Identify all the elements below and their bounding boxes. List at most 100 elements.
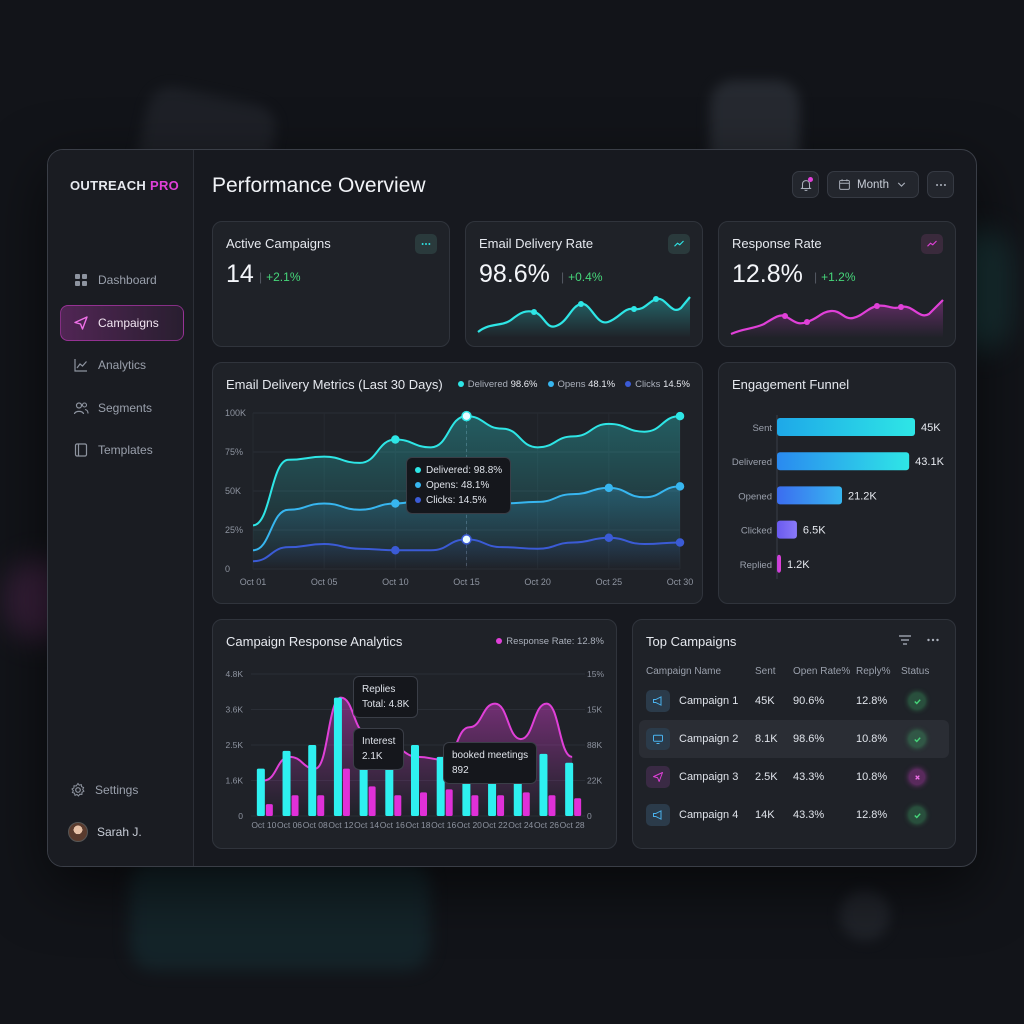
tooltip-delivered: Delivered: 98.8% bbox=[426, 465, 503, 476]
response-sparkline bbox=[730, 299, 944, 338]
kpi-card-delivery-rate: Email Delivery Rate 98.6% | +0.4% bbox=[465, 221, 703, 347]
legend-value: 48.1% bbox=[588, 379, 616, 390]
bar-replies bbox=[308, 745, 317, 816]
grid-icon bbox=[75, 274, 87, 286]
campaign-name: Campaign 4 bbox=[679, 808, 739, 821]
x-tick-label: Oct 10 bbox=[382, 577, 409, 587]
column-header[interactable]: Status bbox=[901, 665, 930, 677]
sidebar-item-analytics[interactable]: Analytics bbox=[60, 347, 184, 383]
send-icon bbox=[646, 766, 670, 788]
trend-button[interactable] bbox=[668, 234, 690, 254]
bar-replies bbox=[282, 750, 291, 816]
bar-interest bbox=[317, 795, 325, 816]
kpi-menu-button[interactable] bbox=[415, 234, 437, 254]
table-row[interactable]: Campaign 3 2.5K 43.3% 10.8% bbox=[639, 758, 949, 796]
table-row[interactable]: Campaign 4 14K 43.3% 12.8% bbox=[639, 796, 949, 834]
trend-button[interactable] bbox=[921, 234, 943, 254]
sparkline-point bbox=[782, 313, 788, 319]
funnel-label: Replied bbox=[740, 560, 772, 571]
column-header[interactable]: Campaign Name bbox=[646, 665, 722, 677]
y-tick-label: 0 bbox=[225, 564, 230, 574]
cell-open-rate: 43.3% bbox=[793, 771, 825, 783]
chart-legend: Delivered 98.6% Opens 48.1% Clicks 14.5% bbox=[457, 379, 690, 390]
table-row[interactable]: Campaign 1 45K 90.6% 12.8% bbox=[639, 682, 949, 720]
funnel-bar bbox=[777, 520, 797, 539]
kpi-card-response-rate: Response Rate 12.8% | +1.2% bbox=[718, 221, 956, 347]
chart-tooltip-replies: Replies Total: 4.8K bbox=[353, 676, 419, 718]
bar-interest bbox=[471, 795, 479, 816]
chart-title: Campaign Response Analytics bbox=[226, 634, 403, 649]
x-tick-label: Oct 01 bbox=[240, 577, 267, 587]
cell-sent: 8.1K bbox=[755, 720, 793, 758]
legend-item-opens[interactable]: Opens 48.1% bbox=[547, 379, 616, 390]
bar-interest bbox=[497, 795, 505, 816]
status-error-icon bbox=[909, 769, 925, 785]
x-tick-label: Oct 16 bbox=[431, 820, 456, 830]
more-horizontal-icon[interactable] bbox=[925, 632, 941, 648]
x-tick-label: Oct 20 bbox=[524, 577, 551, 587]
sidebar-nav: Dashboard Campaigns Analytics Segments T… bbox=[60, 262, 184, 475]
legend-item-response-rate[interactable]: Response Rate: 12.8% bbox=[496, 636, 604, 647]
legend-label: Response Rate: 12.8% bbox=[506, 636, 604, 647]
column-header[interactable]: Reply% bbox=[856, 665, 891, 677]
more-horizontal-icon bbox=[421, 243, 431, 245]
kpi-title: Email Delivery Rate bbox=[479, 236, 594, 251]
x-tick-label: Oct 08 bbox=[303, 820, 328, 830]
user-profile[interactable]: Sarah J. bbox=[68, 822, 142, 842]
cell-sent: 14K bbox=[755, 809, 775, 821]
table-row[interactable]: Campaign 2 8.1K 98.6% 10.8% bbox=[639, 720, 949, 758]
calendar-icon bbox=[839, 179, 850, 190]
y-tick-label: 50K bbox=[225, 486, 241, 496]
legend-item-clicks[interactable]: Clicks 14.5% bbox=[625, 379, 690, 390]
sidebar-item-label: Segments bbox=[98, 400, 153, 415]
app-window: OUTREACH PRO Dashboard Campaigns Analyti… bbox=[47, 149, 977, 867]
sidebar-item-segments[interactable]: Segments bbox=[60, 390, 184, 426]
kpi-delta: | +0.4% bbox=[561, 270, 603, 284]
sparkline-point bbox=[874, 303, 880, 309]
x-tick-label: Oct 14 bbox=[354, 820, 379, 830]
bar-replies bbox=[411, 745, 419, 816]
legend-label: Clicks bbox=[635, 379, 661, 390]
bar-replies bbox=[256, 768, 265, 816]
sparkline-point bbox=[631, 306, 637, 312]
period-select[interactable]: Month bbox=[827, 171, 919, 198]
sparkline-point bbox=[653, 296, 659, 302]
send-icon bbox=[74, 315, 88, 330]
data-point bbox=[391, 499, 400, 508]
y-tick-label: 3.6K bbox=[226, 705, 244, 715]
sidebar-item-dashboard[interactable]: Dashboard bbox=[60, 262, 184, 298]
legend-dot bbox=[457, 381, 464, 388]
tooltip-title: Replies bbox=[362, 684, 396, 695]
notification-dot bbox=[808, 177, 814, 182]
brand-name: OUTREACH bbox=[70, 178, 147, 193]
legend-label: Opens bbox=[557, 379, 586, 390]
kpi-delta: | +2.1% bbox=[259, 270, 301, 284]
brand-logo[interactable]: OUTREACH PRO bbox=[70, 178, 179, 193]
sparkline-point bbox=[578, 301, 584, 307]
tooltip-title: booked meetings bbox=[452, 750, 529, 761]
sidebar-item-templates[interactable]: Templates bbox=[60, 432, 184, 468]
sidebar-item-settings[interactable]: Settings bbox=[70, 782, 138, 798]
column-header[interactable]: Sent bbox=[755, 665, 776, 677]
notifications-button[interactable] bbox=[792, 171, 820, 198]
template-icon bbox=[74, 443, 88, 457]
more-options-button[interactable] bbox=[927, 171, 954, 198]
funnel-bar bbox=[777, 452, 910, 471]
y-tick-label: 2.5K bbox=[226, 740, 244, 750]
legend-dot bbox=[496, 638, 503, 645]
sidebar-item-campaigns[interactable]: Campaigns bbox=[60, 304, 184, 341]
funnel-value-label: 21.2K bbox=[848, 490, 877, 502]
bar-replies bbox=[565, 762, 574, 816]
y-right-tick-label: 15% bbox=[587, 669, 604, 679]
kpi-delta-value: +1.2% bbox=[821, 270, 856, 284]
filter-icon[interactable] bbox=[897, 632, 913, 648]
chart-tooltip: Delivered: 98.8% Opens: 48.1% Clicks: 14… bbox=[406, 457, 512, 514]
legend-item-delivered[interactable]: Delivered 98.6% bbox=[457, 379, 538, 390]
brand-suffix: PRO bbox=[150, 178, 180, 193]
bar-interest bbox=[548, 795, 556, 816]
y-tick-label: 4.8K bbox=[226, 669, 244, 679]
x-tick-label: Oct 25 bbox=[596, 577, 623, 587]
response-analytics-card: Campaign Response Analytics Response Rat… bbox=[212, 619, 617, 849]
period-label: Month bbox=[857, 178, 889, 191]
column-header[interactable]: Open Rate% bbox=[793, 665, 851, 677]
